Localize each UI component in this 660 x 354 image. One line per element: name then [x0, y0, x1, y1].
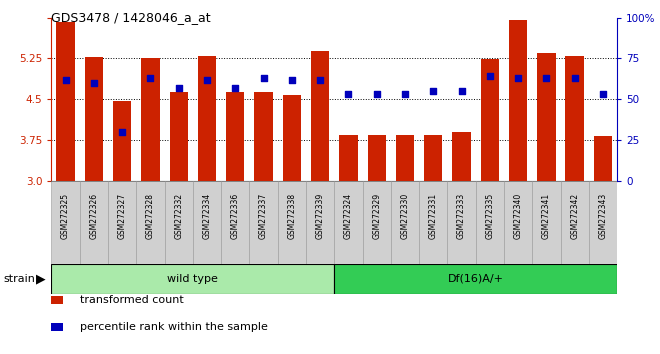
- Text: GSM272334: GSM272334: [203, 193, 211, 239]
- Text: wild type: wild type: [168, 274, 218, 284]
- Point: [315, 77, 325, 82]
- Bar: [334, 181, 362, 264]
- Text: GSM272335: GSM272335: [485, 193, 494, 239]
- Point: [60, 77, 71, 82]
- Bar: [504, 181, 532, 264]
- Point: [456, 88, 467, 94]
- Text: GSM272339: GSM272339: [315, 193, 325, 239]
- Text: percentile rank within the sample: percentile rank within the sample: [80, 322, 268, 332]
- Text: GSM272329: GSM272329: [372, 193, 381, 239]
- Bar: [391, 181, 419, 264]
- Text: GSM272341: GSM272341: [542, 193, 551, 239]
- Bar: [51, 181, 80, 264]
- Bar: [193, 181, 221, 264]
- Point: [88, 80, 99, 86]
- Text: GSM272327: GSM272327: [117, 193, 127, 239]
- Point: [400, 91, 411, 97]
- Text: GSM272336: GSM272336: [231, 193, 240, 239]
- Point: [145, 75, 156, 81]
- Text: transformed count: transformed count: [80, 295, 183, 305]
- Bar: [566, 56, 584, 181]
- Bar: [396, 135, 414, 181]
- Bar: [278, 181, 306, 264]
- Point: [541, 75, 552, 81]
- Bar: [164, 181, 193, 264]
- Bar: [113, 101, 131, 181]
- Bar: [108, 181, 137, 264]
- Bar: [80, 181, 108, 264]
- Bar: [480, 59, 499, 181]
- Bar: [452, 132, 471, 181]
- Point: [513, 75, 523, 81]
- Point: [598, 91, 609, 97]
- Text: GDS3478 / 1428046_a_at: GDS3478 / 1428046_a_at: [51, 11, 211, 24]
- Text: GSM272338: GSM272338: [287, 193, 296, 239]
- Point: [286, 77, 297, 82]
- Text: GSM272342: GSM272342: [570, 193, 579, 239]
- Bar: [362, 181, 391, 264]
- Bar: [56, 22, 75, 181]
- Bar: [170, 92, 188, 181]
- Bar: [282, 95, 301, 181]
- Bar: [141, 58, 160, 181]
- Text: GSM272340: GSM272340: [513, 193, 523, 239]
- Bar: [447, 181, 476, 264]
- Point: [428, 88, 438, 94]
- Bar: [311, 51, 329, 181]
- Point: [258, 75, 269, 81]
- Text: GSM272326: GSM272326: [89, 193, 98, 239]
- Point: [117, 129, 127, 135]
- Text: GSM272330: GSM272330: [401, 193, 409, 239]
- Bar: [589, 181, 617, 264]
- Bar: [339, 135, 358, 181]
- Bar: [137, 181, 164, 264]
- Bar: [306, 181, 334, 264]
- Bar: [594, 136, 612, 181]
- Bar: [424, 135, 442, 181]
- Point: [372, 91, 382, 97]
- Text: GSM272332: GSM272332: [174, 193, 183, 239]
- Point: [343, 91, 354, 97]
- Bar: [334, 264, 617, 294]
- Point: [484, 74, 495, 79]
- Text: GSM272331: GSM272331: [429, 193, 438, 239]
- Text: Df(16)A/+: Df(16)A/+: [447, 274, 504, 284]
- Text: GSM272333: GSM272333: [457, 193, 466, 239]
- Text: GSM272337: GSM272337: [259, 193, 268, 239]
- Bar: [51, 264, 334, 294]
- Point: [230, 85, 241, 91]
- Text: strain: strain: [3, 274, 35, 284]
- Bar: [198, 56, 216, 181]
- Text: GSM272343: GSM272343: [599, 193, 607, 239]
- Bar: [221, 181, 249, 264]
- Point: [570, 75, 580, 81]
- Bar: [249, 181, 278, 264]
- Bar: [226, 92, 244, 181]
- Text: ▶: ▶: [36, 272, 46, 285]
- Bar: [509, 20, 527, 181]
- Bar: [560, 181, 589, 264]
- Bar: [368, 135, 386, 181]
- Bar: [254, 92, 273, 181]
- Bar: [537, 53, 556, 181]
- Text: GSM272324: GSM272324: [344, 193, 353, 239]
- Point: [174, 85, 184, 91]
- Text: GSM272328: GSM272328: [146, 193, 155, 239]
- Bar: [476, 181, 504, 264]
- Text: GSM272325: GSM272325: [61, 193, 70, 239]
- Bar: [532, 181, 560, 264]
- Bar: [84, 57, 103, 181]
- Point: [202, 77, 213, 82]
- Bar: [419, 181, 447, 264]
